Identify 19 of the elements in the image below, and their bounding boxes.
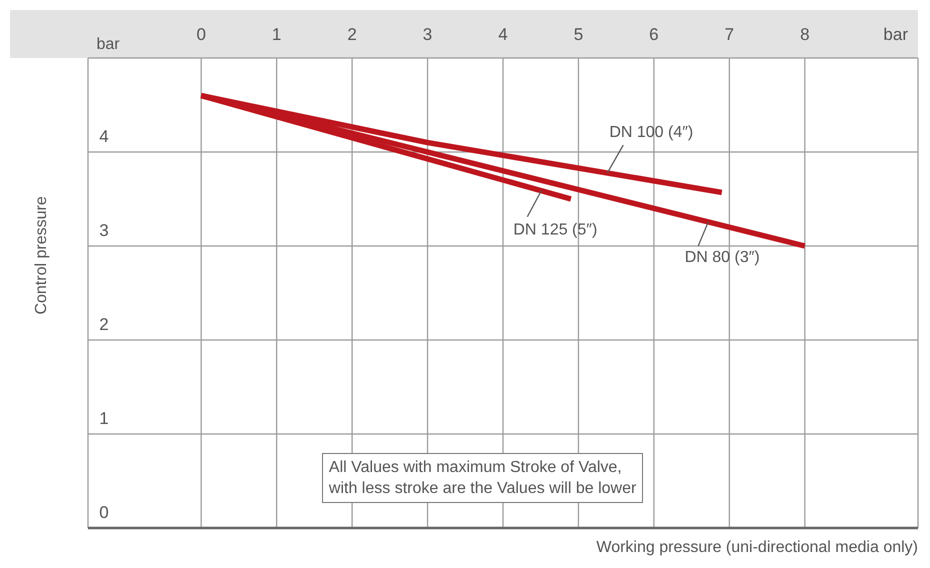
x-tick-label: 6 [649, 25, 659, 44]
y-tick-label: 4 [99, 127, 109, 146]
x-tick-label: 3 [422, 25, 432, 44]
y-tick-label: 0 [99, 503, 109, 522]
x-tick-label: 0 [196, 25, 206, 44]
x-axis-title: Working pressure (uni-directional media only) [596, 539, 918, 556]
y-tick-label: 3 [99, 221, 109, 240]
annotation: All Values with maximum Stroke of Valve, with less stroke are the Values will be lower [322, 452, 644, 503]
x-tick-label: 2 [347, 25, 357, 44]
text: bar [96, 36, 120, 53]
y-axis-title: Control pressure [33, 196, 50, 315]
x-tick-label: 5 [574, 25, 584, 44]
y-tick-label: 2 [99, 315, 109, 334]
y-tick-label: 1 [99, 409, 109, 428]
x-tick-label: 4 [498, 25, 508, 44]
text: bar [883, 25, 908, 44]
x-tick-label: 8 [800, 25, 810, 44]
x-tick-label: 7 [724, 25, 734, 44]
x-tick-label: 1 [272, 25, 282, 44]
